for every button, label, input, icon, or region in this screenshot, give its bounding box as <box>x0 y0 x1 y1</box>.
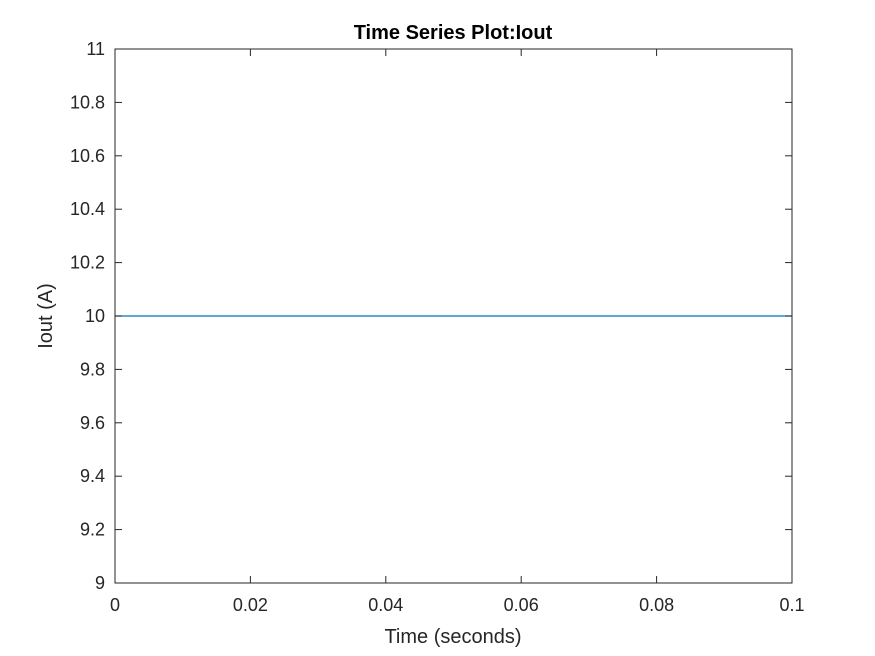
y-tick-label: 9.4 <box>80 466 105 486</box>
x-axis-ticks: 0 0.02 0.04 0.06 0.08 0.1 <box>110 49 805 615</box>
y-tick-label: 9.2 <box>80 520 105 540</box>
x-tick-label: 0.08 <box>639 595 674 615</box>
y-axis-ticks: 9 9.2 9.4 9.6 9.8 10 10.2 10.4 10.6 10.8 11 <box>70 39 792 593</box>
x-tick-label: 0 <box>110 595 120 615</box>
x-axis-label: Time (seconds) <box>384 626 521 648</box>
y-tick-label: 9.8 <box>80 359 105 379</box>
y-tick-label: 10 <box>85 306 105 326</box>
y-tick-label: 9.6 <box>80 413 105 433</box>
x-tick-label: 0.06 <box>504 595 539 615</box>
y-axis-label: Iout (A) <box>35 283 57 349</box>
y-tick-label: 10.6 <box>70 146 105 166</box>
x-tick-label: 0.1 <box>779 595 804 615</box>
y-tick-label: 10.2 <box>70 253 105 273</box>
y-tick-label: 11 <box>86 39 105 59</box>
chart-title: Time Series Plot:Iout <box>354 22 553 44</box>
y-tick-label: 10.8 <box>70 92 105 112</box>
y-tick-label: 10.4 <box>70 199 105 219</box>
x-tick-label: 0.02 <box>233 595 268 615</box>
y-tick-label: 9 <box>95 573 105 593</box>
x-tick-label: 0.04 <box>368 595 403 615</box>
